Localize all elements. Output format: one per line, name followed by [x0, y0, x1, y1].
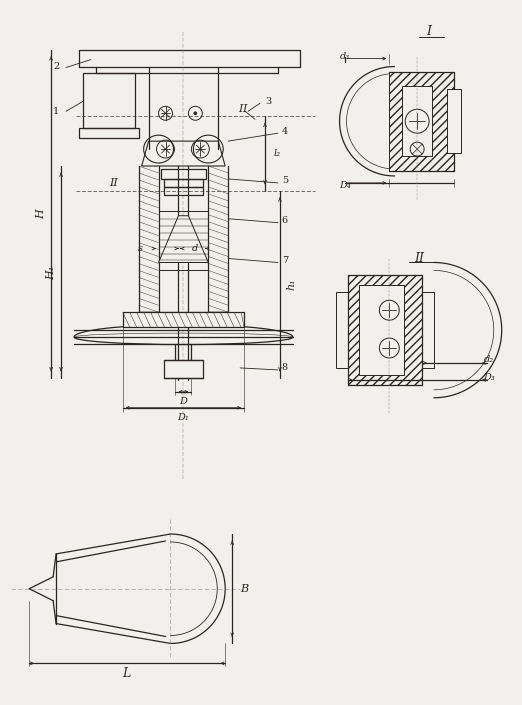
Text: H: H: [36, 209, 46, 219]
Text: 2: 2: [53, 62, 59, 71]
Text: I: I: [238, 104, 242, 114]
Text: I: I: [242, 104, 246, 114]
Bar: [389, 71, 454, 171]
Bar: [123, 312, 244, 327]
Text: D₁: D₁: [177, 413, 189, 422]
Bar: [348, 276, 422, 385]
Text: B: B: [240, 584, 248, 594]
Bar: [83, 73, 135, 128]
Text: 6: 6: [282, 216, 288, 225]
Bar: [447, 90, 461, 153]
Bar: [360, 286, 404, 375]
Polygon shape: [159, 216, 208, 262]
Bar: [79, 128, 139, 138]
Bar: [163, 179, 203, 187]
Text: s: s: [138, 244, 143, 253]
Text: 8: 8: [282, 363, 288, 372]
Bar: [402, 87, 432, 156]
Text: D: D: [180, 397, 187, 406]
Text: II: II: [110, 178, 118, 188]
Bar: [163, 360, 203, 378]
Bar: [422, 293, 434, 368]
Bar: [139, 166, 159, 312]
Text: L: L: [123, 667, 131, 680]
Text: h₁: h₁: [287, 278, 297, 290]
Text: D₄: D₄: [339, 181, 350, 190]
Text: 4: 4: [282, 127, 288, 135]
Text: d₂: d₂: [484, 355, 494, 364]
Bar: [161, 169, 206, 179]
Text: I: I: [426, 25, 432, 38]
Text: D₃: D₃: [483, 374, 495, 382]
Text: l₂: l₂: [274, 149, 280, 157]
Bar: [163, 187, 203, 195]
Text: 5: 5: [282, 176, 288, 185]
Text: d₃: d₃: [339, 52, 350, 61]
Bar: [336, 293, 348, 368]
Text: 1: 1: [53, 106, 59, 116]
Text: d: d: [192, 244, 198, 253]
Text: II: II: [414, 252, 424, 265]
Text: 7: 7: [282, 256, 288, 265]
Text: H₁: H₁: [46, 265, 56, 280]
Text: 3: 3: [265, 97, 271, 106]
Circle shape: [194, 112, 197, 115]
